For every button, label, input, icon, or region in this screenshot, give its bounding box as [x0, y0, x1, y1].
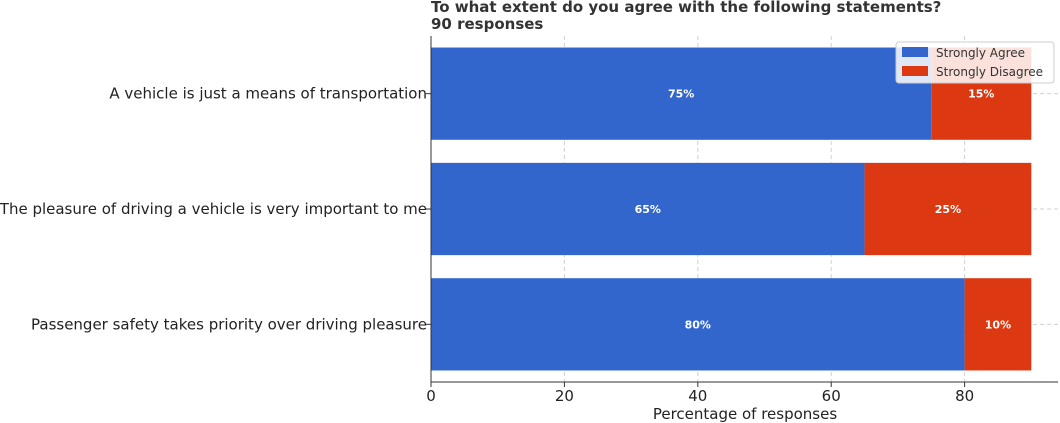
- legend-label: Strongly Disagree: [936, 65, 1043, 79]
- x-axis-title: Percentage of responses: [653, 405, 838, 423]
- legend-box: [895, 41, 1055, 84]
- bar-segment: [431, 278, 965, 371]
- x-tick-label: 20: [555, 387, 574, 405]
- x-tick-label: 80: [955, 387, 974, 405]
- legend-label: Strongly Agree: [936, 46, 1025, 60]
- bar-segment: [431, 47, 932, 140]
- chart-subtitle: 90 responses: [431, 15, 543, 33]
- x-tick-label: 0: [426, 387, 436, 405]
- bar-segment: [964, 278, 1032, 371]
- category-label: The pleasure of driving a vehicle is ver…: [0, 200, 427, 218]
- bar-labels: 75% 15% 65% 25% 80% 10%: [635, 88, 1012, 332]
- legend: Strongly Agree Strongly Disagree: [895, 41, 1055, 84]
- chart-title: To what extent do you agree with the fol…: [431, 0, 941, 16]
- bar-segment: [431, 162, 865, 256]
- bar-value-label: 75%: [668, 88, 694, 101]
- category-label: Passenger safety takes priority over dri…: [31, 315, 427, 333]
- legend-swatch: [902, 66, 928, 76]
- x-tick-label: 60: [822, 387, 841, 405]
- bar-value-label: 10%: [985, 318, 1011, 331]
- x-tick-label: 40: [688, 387, 707, 405]
- bar-segment: [864, 162, 1032, 256]
- bar-value-label: 65%: [635, 203, 661, 216]
- bars: [431, 47, 1032, 371]
- bar-value-label: 15%: [968, 88, 994, 101]
- category-label: A vehicle is just a means of transportat…: [109, 85, 427, 103]
- category-labels: A vehicle is just a means of transportat…: [0, 85, 431, 333]
- legend-swatch: [902, 47, 928, 57]
- x-ticks: 0 20 40 60 80: [426, 382, 974, 405]
- bar-value-label: 80%: [685, 318, 711, 331]
- bar-value-label: 25%: [935, 203, 961, 216]
